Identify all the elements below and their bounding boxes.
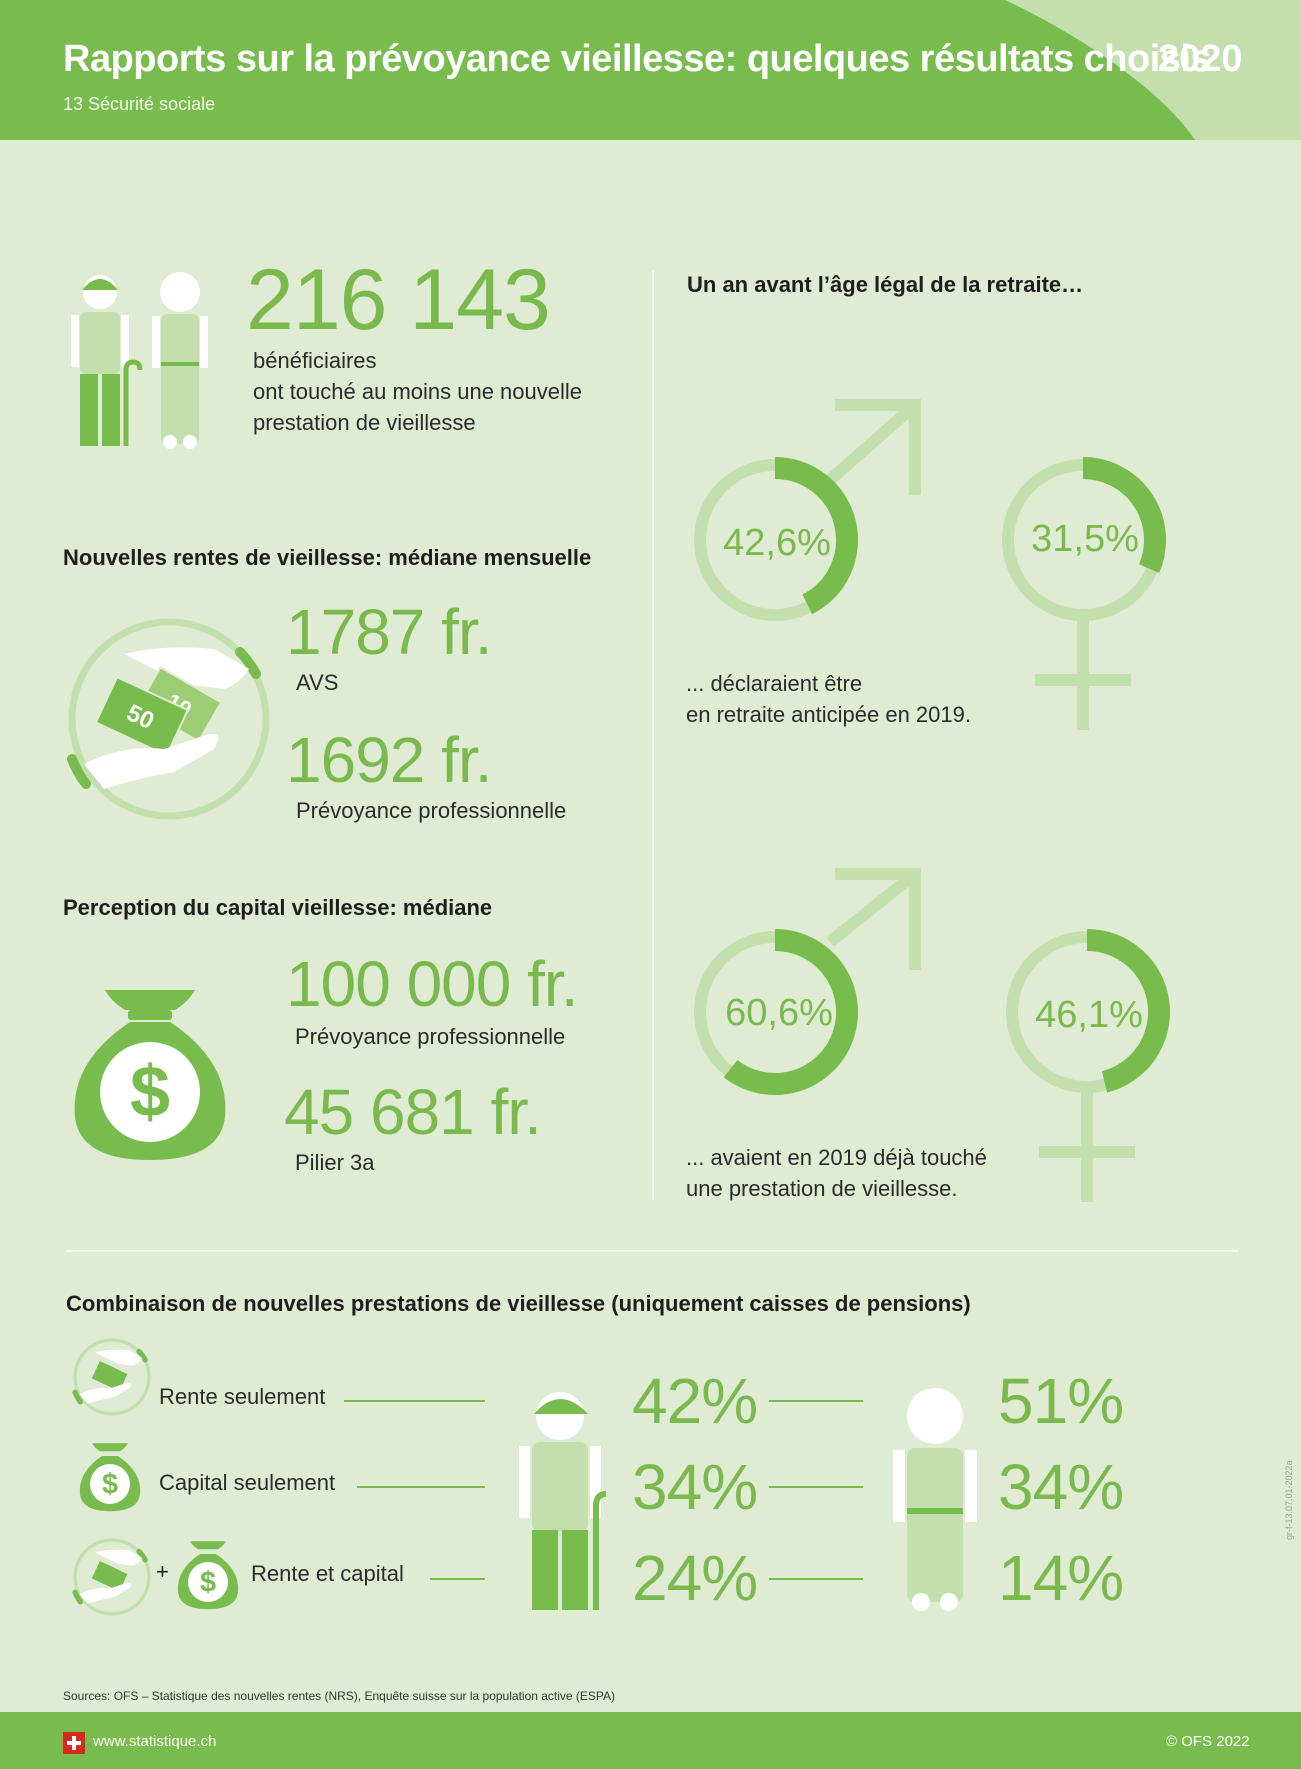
beneficiaries-line2: ont touché au moins une nouvelle	[253, 379, 583, 404]
beneficiaries-line3: prestation de vieillesse	[253, 410, 476, 435]
early-retirement-gender-chart	[694, 399, 1166, 730]
money-bag-small-icon: $	[79, 1443, 141, 1512]
capital-p3a-label: Pilier 3a	[295, 1150, 375, 1175]
man-icon	[519, 1392, 607, 1610]
money-hand-small-icon	[72, 1338, 151, 1416]
money-bag-icon: $	[74, 990, 226, 1160]
pp-label: Prévoyance professionnelle	[296, 798, 567, 823]
combo-row3-label: Rente et capital	[251, 1561, 404, 1586]
capital-pp-value: 100 000 fr.	[286, 948, 578, 1020]
svg-text:$: $	[200, 1567, 216, 1599]
benefit-caption-line2: une prestation de vieillesse.	[686, 1176, 958, 1201]
combo-row1-label: Rente seulement	[159, 1384, 326, 1409]
early-caption: ... déclaraient être en retraite anticip…	[686, 668, 971, 730]
page-subtitle: 13 Sécurité sociale	[63, 94, 216, 114]
male-symbol-icon	[694, 399, 921, 621]
header-banner: Rapports sur la prévoyance vieillesse: q…	[0, 0, 1301, 140]
men-early-label: 42,6%	[723, 522, 831, 564]
male-symbol-icon	[694, 868, 921, 1095]
footer-bar: www.statistique.ch © OFS 2022	[0, 1712, 1301, 1769]
beneficiaries-count: 216 143	[246, 252, 551, 348]
combo-row2-men: 34%	[632, 1451, 758, 1523]
combo-row3-women: 14%	[998, 1542, 1124, 1614]
combo-row2-label: Capital seulement	[159, 1470, 336, 1495]
capital-heading: Perception du capital vieillesse: médian…	[63, 895, 493, 920]
money-bag-small-icon-2: $	[177, 1541, 239, 1610]
svg-text:$: $	[102, 1469, 118, 1501]
combo-row3-connector	[769, 1578, 863, 1580]
women-early-ring	[1082, 457, 1166, 573]
money-hand-small-icon-2	[72, 1538, 151, 1616]
header-accent-shape	[1005, 0, 1301, 140]
page-title: Rapports sur la prévoyance vieillesse: q…	[63, 38, 1212, 80]
combo-row3-line	[430, 1578, 485, 1580]
avs-median-value: 1787 fr.	[286, 596, 492, 668]
document-code: gr-f-13.07.01-2022a	[1284, 1460, 1294, 1540]
woman-icon	[152, 272, 208, 449]
elderly-couple-icon	[71, 272, 208, 449]
combo-row1-men: 42%	[632, 1365, 758, 1437]
combo-row2-line	[357, 1486, 485, 1488]
early-caption-line1: ... déclaraient être	[686, 671, 863, 696]
swiss-flag-icon	[63, 1732, 85, 1754]
early-caption-line2: en retraite anticipée en 2019.	[686, 702, 971, 727]
women-benefit-ring	[1086, 929, 1170, 1093]
benefit-gender-chart	[694, 868, 1170, 1202]
capital-p3a-value: 45 681 fr.	[284, 1076, 542, 1148]
copyright: © OFS 2022	[1166, 1733, 1250, 1750]
female-symbol-icon	[1002, 457, 1166, 730]
page-year: 2020	[1158, 38, 1243, 80]
combination-heading: Combinaison de nouvelles prestations de …	[66, 1291, 971, 1316]
retirement-heading: Un an avant l’âge légal de la retraite…	[687, 272, 1084, 297]
men-benefit-ring	[723, 929, 858, 1095]
avs-label: AVS	[296, 670, 339, 695]
website-link[interactable]: www.statistique.ch	[93, 1733, 217, 1750]
female-symbol-icon	[1006, 929, 1170, 1202]
men-early-ring	[774, 457, 858, 615]
combo-row2-women: 34%	[998, 1451, 1124, 1523]
plus-sign: +	[156, 1559, 169, 1584]
beneficiaries-line1: bénéficiaires	[253, 348, 377, 373]
vertical-divider	[652, 270, 654, 1200]
benefit-caption-line1: ... avaient en 2019 déjà touché	[686, 1145, 987, 1170]
beneficiaries-label: bénéficiaires ont touché au moins une no…	[253, 345, 582, 438]
combo-row3-men: 24%	[632, 1542, 758, 1614]
combo-row2-connector	[769, 1486, 863, 1488]
capital-pp-label: Prévoyance professionnelle	[295, 1024, 566, 1049]
benefit-caption: ... avaient en 2019 déjà touché une pres…	[686, 1142, 987, 1204]
combo-row1-women: 51%	[998, 1365, 1124, 1437]
combo-row1-line	[344, 1400, 485, 1402]
women-early-label: 31,5%	[1031, 518, 1139, 560]
svg-text:$: $	[130, 1052, 170, 1132]
combo-row1-connector	[769, 1400, 863, 1402]
pensions-heading: Nouvelles rentes de vieillesse: médiane …	[63, 545, 592, 570]
horizontal-divider	[66, 1250, 1239, 1252]
money-hand-icon: 10 50	[67, 618, 270, 820]
women-benefit-label: 46,1%	[1035, 994, 1143, 1036]
woman-icon	[893, 1388, 977, 1611]
men-benefit-label: 60,6%	[725, 992, 833, 1034]
man-icon	[71, 275, 143, 446]
pp-median-value: 1692 fr.	[286, 724, 492, 796]
source-note: Sources: OFS – Statistique des nouvelles…	[63, 1689, 616, 1703]
